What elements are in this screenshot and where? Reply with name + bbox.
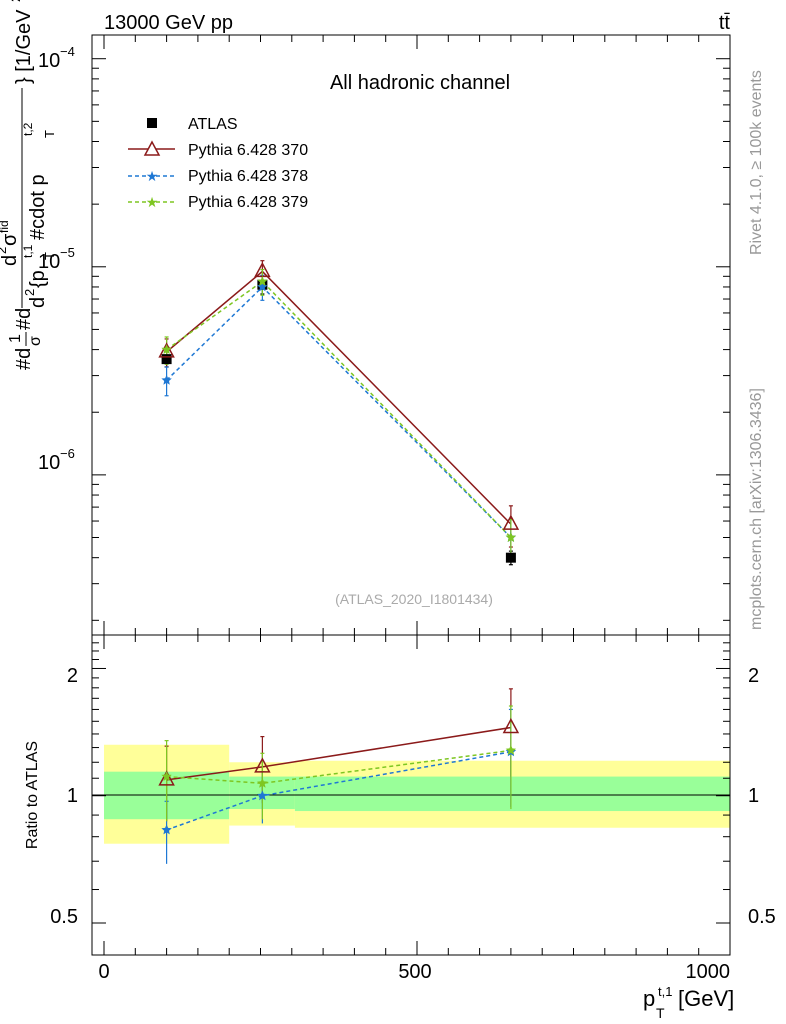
ratio-uncertainty-bands <box>104 744 730 844</box>
svg-text:2: 2 <box>22 289 37 296</box>
ratio-point <box>161 824 172 835</box>
svg-text:10: 10 <box>38 452 60 474</box>
main-point <box>257 276 268 286</box>
xtick-label-0: 0 <box>98 961 109 983</box>
legend-label-atlas: ATLAS <box>188 116 238 133</box>
ratio-point <box>505 744 517 755</box>
ratio-ylabel: Ratio to ATLAS <box>24 741 41 849</box>
svg-text:2: 2 <box>8 0 23 2</box>
svg-text:fid: fid <box>0 220 11 233</box>
legend-label-pythia-379: Pythia 6.428 379 <box>188 194 308 211</box>
svg-text:#d: #d <box>13 308 35 330</box>
legend-entry-pythia-370: Pythia 6.428 370 <box>128 140 308 159</box>
ratio-plot-frame <box>91 634 731 956</box>
legend: ATLAS Pythia 6.428 370 ★ Pythia 6.428 37… <box>128 116 308 211</box>
ratio-point <box>257 777 268 788</box>
ratio-point <box>254 757 271 773</box>
svg-text:1: 1 <box>7 334 24 343</box>
ratio-ytick-left-2: 2 <box>67 665 78 687</box>
svg-text:#cdot p: #cdot p <box>27 174 49 240</box>
svg-text:σ: σ <box>27 336 44 346</box>
ratio-axes <box>92 635 731 955</box>
side-label-rivet: Rivet 4.1.0, ≥ 100k events <box>748 70 765 255</box>
svg-text:} [1/GeV: } [1/GeV <box>13 9 35 84</box>
svg-text:−6: −6 <box>60 446 75 461</box>
main-point <box>161 344 172 354</box>
legend-marker-pythia-378: ★ <box>146 169 159 185</box>
main-axes <box>92 35 731 635</box>
ratio-band-inner <box>294 776 730 812</box>
ratio-point <box>502 717 520 734</box>
main-ylabel: #d 1 σ #d d 2 σ fid d 2 {p T t,1 #cdot p… <box>0 0 57 370</box>
ratio-point <box>158 770 175 786</box>
x-axis-label: p T t,1 [GeV] <box>643 984 734 1021</box>
ytick-label-1e-4: 10 −4 <box>38 44 75 72</box>
main-point <box>505 552 516 563</box>
svg-text:d: d <box>0 255 21 266</box>
svg-text:T: T <box>656 1005 665 1021</box>
ratio-point <box>257 790 268 801</box>
main-point <box>257 281 268 292</box>
svg-text:t,2: t,2 <box>21 122 35 136</box>
header-energy-label: 13000 GeV pp <box>104 12 233 34</box>
main-series-lines <box>166 270 512 539</box>
main-point <box>161 354 172 365</box>
main-point <box>502 514 520 530</box>
main-line-2 <box>166 285 512 539</box>
legend-marker-pythia-370 <box>143 140 161 156</box>
main-point <box>505 532 517 542</box>
svg-text:T: T <box>42 130 57 138</box>
svg-text:10: 10 <box>38 251 60 273</box>
svg-text:T: T <box>42 252 57 260</box>
svg-text:σ: σ <box>0 233 21 246</box>
svg-text:−5: −5 <box>60 245 75 260</box>
svg-text:−4: −4 <box>60 44 75 59</box>
xtick-label-500: 500 <box>398 961 431 983</box>
svg-text:2: 2 <box>0 247 9 254</box>
ytick-label-1e-5: 10 −5 <box>38 245 75 273</box>
side-label-mcplots: mcplots.cern.ch [arXiv:1306.3436] <box>748 388 765 630</box>
svg-text:10: 10 <box>38 50 60 72</box>
main-point <box>161 374 172 385</box>
ratio-ytick-left-0-5: 0.5 <box>50 906 78 928</box>
ytick-label-1e-6: 10 −6 <box>38 446 75 474</box>
svg-text:p: p <box>643 986 655 1011</box>
svg-text:[GeV]: [GeV] <box>678 986 734 1011</box>
legend-label-pythia-370: Pythia 6.428 370 <box>188 142 308 159</box>
svg-text:#d: #d <box>13 348 35 370</box>
ratio-ytick-right-1: 1 <box>748 785 759 807</box>
ratio-point <box>161 771 172 781</box>
legend-entry-pythia-379: ★ Pythia 6.428 379 <box>128 194 308 211</box>
main-line-3 <box>166 280 512 539</box>
xtick-label-1000: 1000 <box>686 961 731 983</box>
svg-text:t,1: t,1 <box>658 984 672 999</box>
ratio-ytick-left-1: 1 <box>67 785 78 807</box>
legend-marker-atlas <box>147 118 157 128</box>
analysis-label: (ATLAS_2020_I1801434) <box>335 591 493 607</box>
ratio-ytick-right-2: 2 <box>748 665 759 687</box>
legend-entry-atlas: ATLAS <box>147 116 238 133</box>
svg-text:d: d <box>27 297 49 308</box>
legend-marker-pythia-379: ★ <box>146 195 159 211</box>
svg-text:{p: {p <box>27 270 49 288</box>
plot-title: All hadronic channel <box>330 72 510 94</box>
legend-entry-pythia-378: ★ Pythia 6.428 378 <box>128 168 308 185</box>
main-series-marks <box>158 260 520 566</box>
legend-label-pythia-378: Pythia 6.428 378 <box>188 168 308 185</box>
svg-text:t,1: t,1 <box>21 244 35 258</box>
header-process-label: tt̄ <box>719 12 731 34</box>
main-point <box>158 342 175 358</box>
ratio-series-marks <box>158 688 520 864</box>
ratio-ytick-right-0-5: 0.5 <box>748 906 776 928</box>
